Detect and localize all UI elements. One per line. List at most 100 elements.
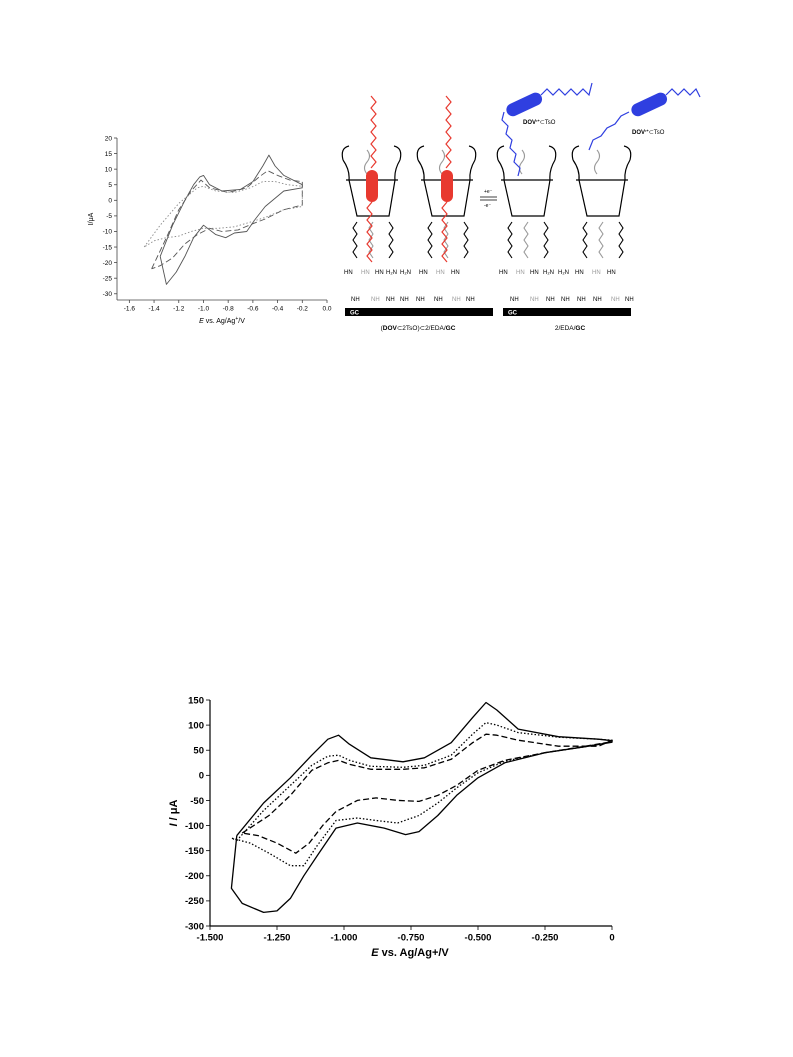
x-tick-label: -1.2 <box>173 306 185 313</box>
y-tick-label: 50 <box>193 746 204 757</box>
svg-text:H₂N: H₂N <box>386 270 397 276</box>
linker-chains <box>352 221 624 259</box>
y-tick-label: 10 <box>105 166 113 173</box>
c1-x-axis-label: E vs. Ag/Ag+/V <box>371 947 449 959</box>
svg-text:NH: NH <box>416 297 425 303</box>
svg-text:NH: NH <box>546 297 555 303</box>
c0-x-ticks: -1.6 -1.4 -1.2 -1.0 -0.8 -0.6 -0.4 -0.2 0.0 <box>124 300 332 313</box>
x-tick-label: -0.4 <box>272 306 284 313</box>
assembly-label-left: (DOV⊂2TsO)⊂2/EDA/GC <box>381 325 456 332</box>
y-tick-label: 150 <box>188 695 204 706</box>
x-tick-label: -0.250 <box>532 933 559 944</box>
x-tick-label: 0.0 <box>322 306 331 313</box>
x-tick-label: -0.2 <box>297 306 309 313</box>
series-dotted-line <box>230 721 613 867</box>
svg-text:NH: NH <box>510 297 519 303</box>
c1-y-ticks: 150 100 50 0 -50 -100 -150 -200 -250 -300 <box>185 695 210 932</box>
x-tick-label: -1.250 <box>264 933 291 944</box>
svg-text:NH: NH <box>434 297 443 303</box>
amide-labels: HN HN HN H₂N H₂N HN HN HN HN HN HN H₂N H₂N HN HN H… <box>344 270 634 303</box>
svg-text:NH: NH <box>611 297 620 303</box>
gc-electrode-right <box>503 308 631 316</box>
svg-text:HN: HN <box>530 270 539 276</box>
x-tick-label: -0.750 <box>398 933 425 944</box>
svg-text:HN: HN <box>419 270 428 276</box>
svg-text:H₂N: H₂N <box>543 270 554 276</box>
c0-series-group <box>143 154 303 285</box>
c0-y-axis-label: I/μA <box>88 212 95 225</box>
svg-text:NH: NH <box>561 297 570 303</box>
svg-text:HN: HN <box>499 270 508 276</box>
x-tick-label: -1.000 <box>331 933 358 944</box>
svg-text:NH: NH <box>351 297 360 303</box>
x-tick-label: -0.6 <box>247 306 259 313</box>
x-tick-label: -1.0 <box>198 306 210 313</box>
svg-text:HN: HN <box>516 270 525 276</box>
svg-text:HN: HN <box>592 270 601 276</box>
blue-guest-2 <box>588 87 701 151</box>
grey-linker-chains <box>368 221 604 259</box>
series-dotted-line <box>143 181 303 248</box>
series-solid-line <box>230 701 613 914</box>
svg-text:HN: HN <box>607 270 616 276</box>
svg-text:+e⁻: +e⁻ <box>484 189 493 195</box>
guest-label-1: DOV•+⊂TsO <box>523 118 556 126</box>
c0-y-ticks: 20 15 10 5 0 -5 -10 -15 -20 -25 -30 <box>103 135 117 298</box>
guest-label-2: DOV•+⊂TsO <box>632 128 665 136</box>
y-tick-label: -250 <box>185 896 204 907</box>
y-tick-label: -300 <box>185 921 204 932</box>
assembly-label-right: 2/EDA/GC <box>555 325 586 332</box>
red-guest-2 <box>441 95 453 263</box>
series-dashed-line <box>241 733 613 854</box>
y-tick-label: -25 <box>103 275 113 282</box>
cyclodextrin-host-4 <box>571 145 632 217</box>
bottom-cv-chart: -1.500 -1.250 -1.000 -0.750 -0.500 -0.250 0 15… <box>168 695 615 959</box>
x-tick-label: 0 <box>609 933 614 944</box>
y-tick-label: 100 <box>188 720 204 731</box>
y-tick-label: -200 <box>185 871 204 882</box>
y-tick-label: 0 <box>199 771 204 782</box>
svg-text:NH: NH <box>452 297 461 303</box>
y-tick-label: -20 <box>103 260 113 267</box>
y-tick-label: -50 <box>190 796 204 807</box>
svg-text:HN: HN <box>436 270 445 276</box>
svg-text:NH: NH <box>625 297 634 303</box>
top-figure: -1.6 -1.4 -1.2 -1.0 -0.8 -0.6 -0.4 -0.2 0.0 20 15… <box>88 82 701 332</box>
c1-series-group <box>230 701 613 914</box>
y-tick-label: -15 <box>103 244 113 251</box>
x-tick-label: -1.4 <box>148 306 160 313</box>
x-tick-label: -0.8 <box>223 306 235 313</box>
equilibrium-arrow: +e⁻ -e⁻ <box>480 189 497 209</box>
svg-text:NH: NH <box>530 297 539 303</box>
svg-text:NH: NH <box>371 297 380 303</box>
supramolecular-scheme: GC GC <box>341 82 701 332</box>
gc-electrode-left <box>345 308 493 316</box>
gc-electrode-left-tag: GC <box>350 311 360 317</box>
svg-text:NH: NH <box>466 297 475 303</box>
svg-text:H₂N: H₂N <box>400 270 411 276</box>
c1-y-axis-label: I / μA <box>168 799 180 826</box>
y-tick-label: -150 <box>185 846 204 857</box>
top-cv-chart: -1.6 -1.4 -1.2 -1.0 -0.8 -0.6 -0.4 -0.2 0.0 20 15… <box>88 135 332 325</box>
svg-text:NH: NH <box>593 297 602 303</box>
series-solid-line <box>159 154 303 285</box>
blue-guest-1 <box>501 82 593 177</box>
x-tick-label: -0.500 <box>465 933 492 944</box>
c0-x-axis-label: E vs. Ag/Ag+/V <box>199 316 245 325</box>
y-tick-label: 15 <box>105 151 113 158</box>
svg-text:NH: NH <box>577 297 586 303</box>
svg-text:HN: HN <box>344 270 353 276</box>
grey-inner-chains <box>363 149 601 175</box>
y-tick-label: -30 <box>103 291 113 298</box>
svg-text:H₂N: H₂N <box>558 270 569 276</box>
y-tick-label: 0 <box>108 198 112 205</box>
cyclodextrin-host-3 <box>496 145 557 217</box>
c1-x-ticks: -1.500 -1.250 -1.000 -0.750 -0.500 -0.250 0 <box>197 926 615 944</box>
x-tick-label: -1.500 <box>197 933 224 944</box>
x-tick-label: -1.6 <box>124 306 136 313</box>
svg-text:HN: HN <box>575 270 584 276</box>
y-tick-label: -100 <box>185 821 204 832</box>
svg-text:HN: HN <box>451 270 460 276</box>
svg-text:-e⁻: -e⁻ <box>484 203 491 209</box>
svg-text:HN: HN <box>361 270 370 276</box>
